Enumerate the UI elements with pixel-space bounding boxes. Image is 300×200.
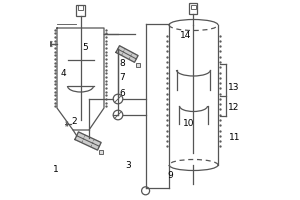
- Text: 4: 4: [61, 70, 66, 78]
- Bar: [190, 3, 197, 14]
- Text: 1: 1: [53, 164, 59, 173]
- Text: 12: 12: [228, 104, 240, 112]
- Text: 8: 8: [119, 58, 125, 68]
- Text: 14: 14: [180, 31, 192, 40]
- Polygon shape: [116, 46, 138, 62]
- Text: 9: 9: [167, 170, 173, 180]
- Bar: [76, 5, 85, 16]
- Text: 10: 10: [183, 119, 195, 129]
- Polygon shape: [75, 132, 101, 150]
- Text: 3: 3: [125, 160, 131, 170]
- Text: 13: 13: [228, 83, 240, 92]
- Text: 5: 5: [82, 44, 88, 52]
- Text: 2: 2: [71, 117, 77, 127]
- Text: 6: 6: [119, 90, 125, 98]
- Bar: [136, 63, 140, 67]
- Text: 7: 7: [119, 73, 125, 82]
- Bar: [191, 5, 196, 9]
- Bar: [78, 5, 83, 10]
- Text: 11: 11: [229, 134, 241, 142]
- Bar: [99, 150, 103, 154]
